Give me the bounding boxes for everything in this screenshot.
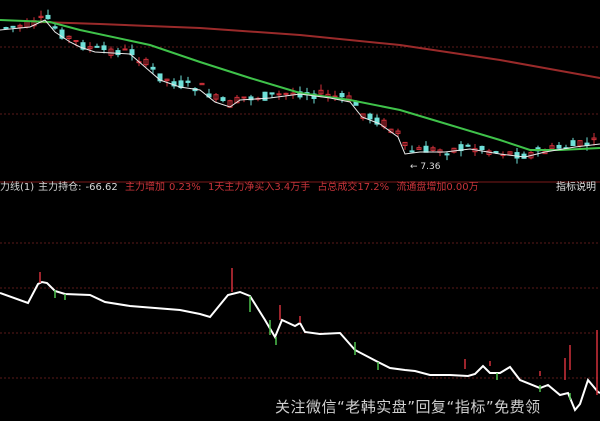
candle-down (262, 91, 268, 101)
increase-label: 主力增加 (124, 182, 165, 193)
candle-down (10, 25, 16, 28)
ma-short-line (0, 19, 600, 158)
candle-down (374, 117, 380, 125)
candle-up (402, 141, 408, 146)
candle-down (129, 49, 135, 56)
candle-up (87, 46, 93, 50)
candle-down (150, 66, 156, 70)
candle-up (318, 89, 324, 95)
indicator-help-button[interactable]: 指标说明 (556, 182, 596, 193)
candle-down (570, 140, 576, 147)
candle-up (73, 40, 79, 43)
candle-up (507, 151, 513, 155)
indicator-info-bar: 力线(1) 主力持仓: -66.62 主力增加 0.23% 1天主力净买入3.4万手 … (0, 180, 600, 196)
candle-up (108, 48, 114, 56)
candle-up (199, 82, 205, 86)
candle-down (80, 42, 86, 50)
candle-up (38, 15, 44, 19)
candle-up (416, 147, 422, 150)
candle-up (276, 93, 282, 96)
increase-value: 0.23% (168, 182, 201, 193)
candle-up (549, 145, 555, 150)
candle-up (430, 147, 436, 151)
net-buy: 1天主力净买入3.4万手 (207, 182, 311, 193)
candle-down (465, 144, 471, 147)
candle-up (395, 130, 401, 134)
low-price-value: 7.36 (420, 162, 441, 172)
candle-down (409, 150, 415, 153)
candle-down (269, 92, 275, 95)
candle-down (45, 14, 51, 20)
ma-mid-line (0, 19, 600, 151)
candle-down (185, 80, 191, 83)
candle-down (52, 26, 58, 29)
candle-down (248, 96, 254, 101)
indicator-line (0, 280, 600, 412)
indicator-name[interactable]: 力线(1) (0, 182, 35, 193)
candle-down (101, 45, 107, 51)
candle-up (577, 140, 583, 147)
ma-long-line (39, 21, 600, 79)
low-price-label: ← 7.36 (410, 162, 441, 172)
candle-down (157, 73, 163, 82)
candle-up (164, 78, 170, 82)
candle-down (339, 93, 345, 98)
candle-down (220, 97, 226, 102)
candle-down (479, 145, 485, 151)
candle-up (143, 58, 149, 66)
candle-up (213, 94, 219, 100)
candle-up (17, 24, 23, 28)
candle-up (234, 96, 240, 104)
candle-down (556, 144, 562, 149)
candle-down (444, 153, 450, 156)
candle-down (367, 113, 373, 120)
candle-down (115, 50, 121, 56)
holding-value: -66.62 (85, 182, 118, 193)
watermark: 关注微信“老韩实盘”回复“指标”免费领 (275, 398, 541, 416)
float-increase: 流通盘增加0.00万 (396, 182, 479, 193)
candle-down (3, 27, 9, 30)
candle-down (59, 29, 65, 39)
candle-down (493, 151, 499, 154)
candle-up (591, 137, 597, 141)
candle-down (514, 152, 520, 159)
candle-up (346, 95, 352, 102)
candle-up (122, 48, 128, 51)
candle-down (94, 45, 100, 48)
candle-down (423, 145, 429, 153)
volume-share: 占总成交17.2% (317, 182, 390, 193)
candle-up (283, 92, 289, 95)
candle-up (66, 35, 72, 39)
candle-up (241, 96, 247, 99)
holding-label: 主力持仓: (38, 182, 82, 193)
